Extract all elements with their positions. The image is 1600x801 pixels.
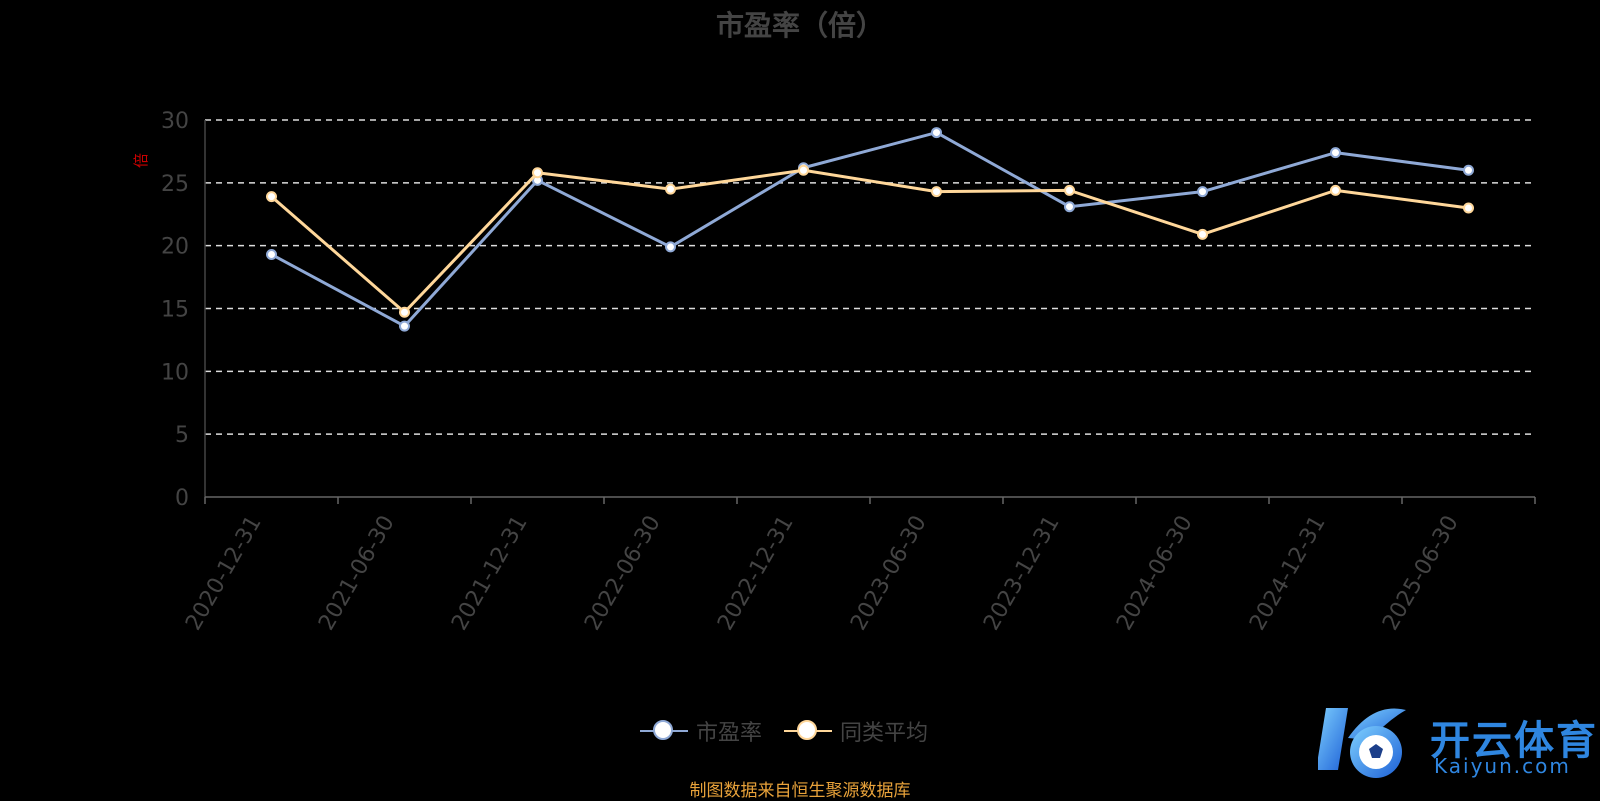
series-line-1 (270, 168, 1469, 314)
y-tick-label: 30 (161, 109, 189, 134)
data-point-0 (1330, 147, 1341, 159)
data-point-1 (931, 186, 942, 198)
y-tick-label: 25 (161, 172, 189, 197)
y-tick-label: 15 (161, 298, 189, 323)
logo-subtext: Kaiyun.com (1434, 754, 1571, 778)
legend: 市盈率 同类平均 (640, 715, 928, 747)
x-tick-label: 2021-12-31 (447, 512, 533, 635)
series-line-0 (270, 131, 1469, 328)
x-tick-label: 2024-06-30 (1112, 512, 1198, 635)
x-tick-label: 2023-06-30 (846, 512, 932, 635)
legend-marker-pe (653, 720, 673, 740)
watermark-logo: 开云体育 Kaiyun.com (1312, 700, 1600, 785)
legend-item-pe[interactable]: 市盈率 (640, 715, 762, 747)
x-tick-label: 2021-06-30 (314, 512, 400, 635)
x-tick-label: 2022-06-30 (580, 512, 666, 635)
data-point-0 (266, 248, 277, 260)
data-point-1 (1197, 228, 1208, 240)
data-point-1 (266, 191, 277, 203)
source-note: 制图数据来自恒生聚源数据库 (689, 781, 911, 801)
data-point-0 (399, 320, 410, 332)
legend-swatch-peer-avg (784, 719, 833, 743)
data-point-1 (532, 167, 543, 179)
data-point-1 (1330, 184, 1341, 196)
data-point-0 (1064, 201, 1075, 213)
legend-marker-peer-avg (797, 720, 818, 740)
chart-title: 市盈率（倍） (715, 9, 884, 42)
legend-swatch-pe (640, 719, 688, 743)
y-tick-label: 0 (175, 486, 189, 511)
legend-item-peer-avg[interactable]: 同类平均 (784, 715, 928, 747)
logo-text: 开云体育 (1430, 718, 1598, 764)
data-point-1 (798, 164, 809, 176)
x-tick-label: 2022-12-31 (713, 512, 799, 635)
legend-label-pe: 市盈率 (696, 721, 763, 746)
data-point-0 (931, 127, 942, 139)
x-tick-label: 2020-12-31 (181, 512, 267, 635)
data-point-1 (399, 306, 410, 318)
y-tick-label: 20 (161, 235, 189, 260)
data-point-1 (1064, 184, 1075, 196)
data-point-0 (1197, 186, 1208, 198)
legend-label-peer-avg: 同类平均 (840, 721, 929, 746)
data-point-0 (1463, 164, 1474, 176)
x-tick-label: 2024-12-31 (1245, 512, 1331, 635)
data-point-0 (665, 241, 676, 253)
x-tick-label: 2023-12-31 (979, 512, 1065, 635)
data-point-1 (665, 183, 676, 195)
data-point-1 (1463, 202, 1474, 214)
y-tick-label: 5 (175, 423, 189, 448)
y-tick-label: 10 (161, 360, 189, 385)
soccer-ball-logo-icon (1318, 708, 1406, 778)
x-tick-label: 2025-06-30 (1378, 512, 1464, 635)
